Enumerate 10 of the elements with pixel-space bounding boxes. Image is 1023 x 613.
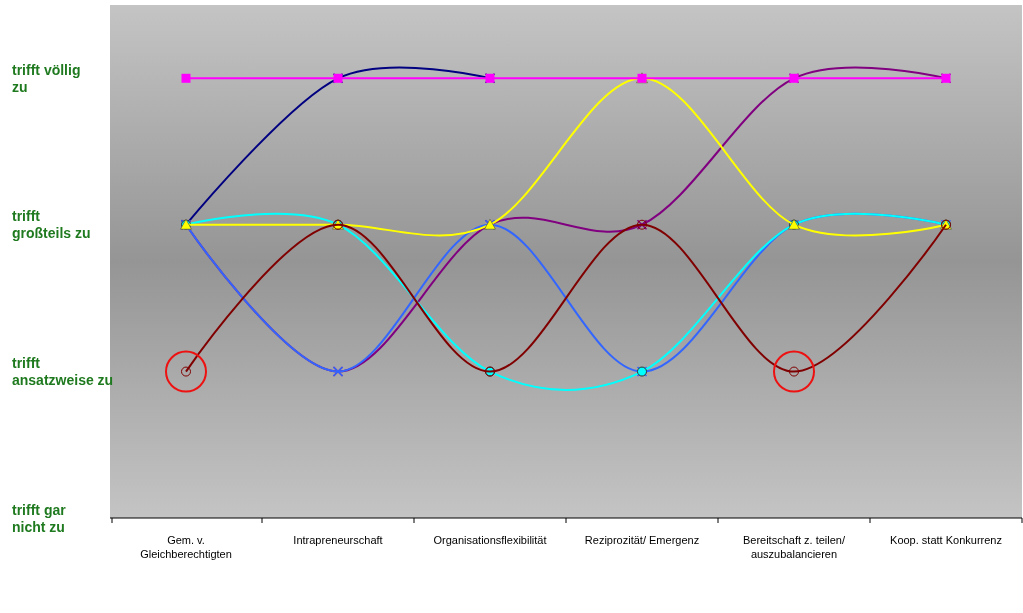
x-tick-label: Organisationsflexibilität — [433, 534, 547, 546]
x-tick-label: Reziprozität/ Emergenz — [584, 534, 700, 546]
x-tick-label: Bereitschaft z. teilen/ auszubalancieren — [742, 534, 846, 560]
x-tick-label: Intrapreneurschaft — [293, 534, 383, 546]
x-tick-label: Koop. statt Konkurrenz — [890, 534, 1002, 546]
x-tick-label: Gem. v. Gleichberechtigten — [140, 534, 232, 560]
text: trifft völlig zu — [12, 61, 81, 95]
text: trifft gar nicht zu — [12, 501, 67, 535]
annotation: trifft ansatzweise zu — [12, 354, 114, 388]
text: trifft großteils zu — [12, 208, 91, 242]
